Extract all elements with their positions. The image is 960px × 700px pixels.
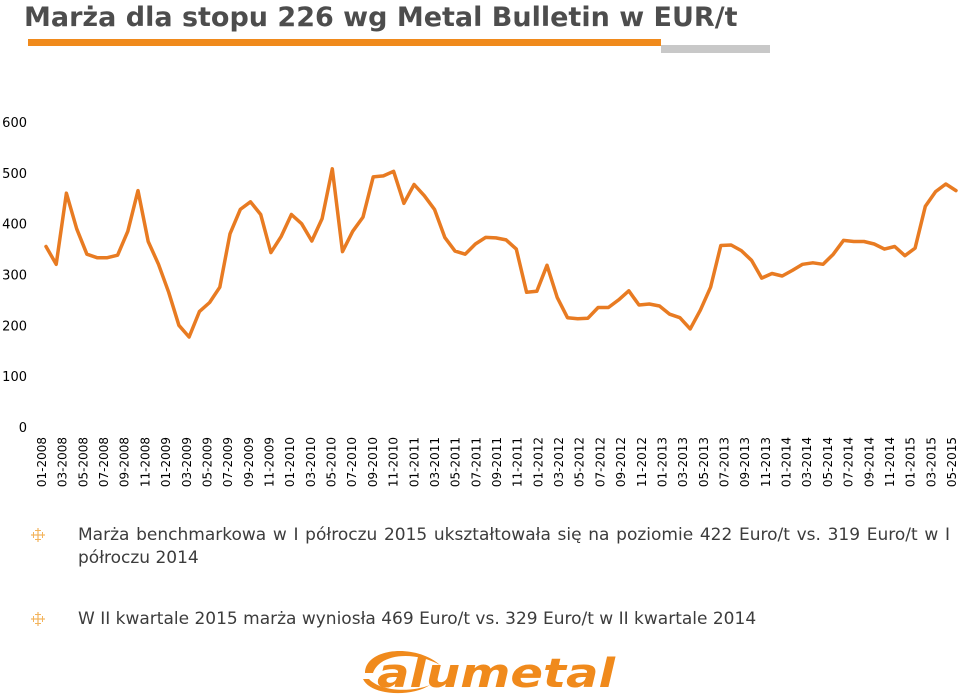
bullet-cross-icon (31, 528, 45, 542)
margin-line-chart: 0 100 200 300 400 500 600 01-2008 03-2008 05-200… (2, 116, 959, 487)
y-tick-label: 0 (19, 421, 27, 436)
alumetal-logo: alumetal (363, 651, 617, 697)
x-tick-label: 05-2014 (821, 437, 835, 487)
bullet-cross-icon (31, 612, 45, 626)
x-tick-label: 05-2008 (76, 437, 90, 487)
x-tick-label: 03-2013 (676, 437, 690, 487)
x-tick-label: 07-2010 (345, 437, 359, 487)
y-tick-label: 600 (2, 116, 27, 131)
x-tick-label: 03-2015 (924, 437, 938, 487)
x-tick-label: 03-2012 (552, 437, 566, 487)
x-tick-label: 11-2011 (511, 437, 525, 487)
x-tick-label: 11-2014 (883, 437, 897, 487)
y-tick-label: 300 (2, 269, 27, 284)
x-tick-label: 03-2010 (304, 437, 318, 487)
x-tick-label: 07-2012 (593, 437, 607, 487)
bullet-item-q2: W II kwartale 2015 marża wyniosła 469 Eu… (30, 608, 950, 631)
x-tick-label: 01-2013 (656, 437, 670, 487)
x-tick-label: 01-2009 (159, 437, 173, 487)
x-tick-label: 05-2009 (201, 437, 215, 487)
x-tick-label: 09-2008 (118, 437, 132, 487)
x-tick-label: 11-2012 (635, 437, 649, 487)
x-tick-label: 05-2012 (573, 437, 587, 487)
bullet-text: W II kwartale 2015 marża wyniosła 469 Eu… (78, 609, 757, 629)
x-tick-label: 11-2008 (138, 437, 152, 487)
x-tick-label: 03-2009 (180, 437, 194, 487)
x-tick-label: 09-2011 (490, 437, 504, 487)
x-tick-label: 01-2010 (283, 437, 297, 487)
x-tick-label: 01-2008 (35, 437, 49, 487)
x-tick-label: 09-2013 (738, 437, 752, 487)
y-tick-label: 500 (2, 167, 27, 182)
x-tick-label: 09-2012 (614, 437, 628, 487)
x-tick-label: 01-2011 (407, 437, 421, 487)
x-axis: 01-2008 03-2008 05-2008 07-2008 09-2008 11-20… (35, 437, 959, 487)
logo-text: alumetal (377, 651, 617, 697)
y-tick-label: 200 (2, 319, 27, 334)
x-tick-label: 07-2008 (97, 437, 111, 487)
x-tick-label: 11-2009 (263, 437, 277, 487)
y-axis: 0 100 200 300 400 500 600 (2, 116, 27, 436)
x-tick-label: 01-2012 (531, 437, 545, 487)
x-tick-label: 11-2010 (387, 437, 401, 487)
x-tick-label: 07-2011 (469, 437, 483, 487)
title-underline-gray (661, 45, 770, 53)
x-tick-label: 07-2014 (842, 437, 856, 487)
page-title: Marża dla stopu 226 wg Metal Bulletin w … (24, 2, 738, 33)
x-tick-label: 01-2014 (780, 437, 794, 487)
series-line (44, 167, 958, 339)
x-tick-label: 09-2010 (366, 437, 380, 487)
bullet-item-h1: Marża benchmarkowa w I półroczu 2015 uks… (30, 524, 950, 570)
x-tick-label: 07-2009 (221, 437, 235, 487)
y-tick-label: 100 (2, 370, 27, 385)
x-tick-label: 05-2011 (449, 437, 463, 487)
x-tick-label: 09-2014 (862, 437, 876, 487)
bullet-text: Marża benchmarkowa w I półroczu 2015 uks… (78, 525, 950, 568)
x-tick-label: 03-2011 (428, 437, 442, 487)
y-tick-label: 400 (2, 218, 27, 233)
title-underline-orange (28, 39, 661, 46)
x-tick-label: 11-2013 (759, 437, 773, 487)
x-tick-label: 05-2010 (325, 437, 339, 487)
x-tick-label: 05-2013 (697, 437, 711, 487)
x-tick-label: 09-2009 (242, 437, 256, 487)
x-tick-label: 03-2008 (56, 437, 70, 487)
x-tick-label: 07-2013 (718, 437, 732, 487)
x-tick-label: 05-2015 (945, 437, 959, 487)
x-tick-label: 01-2015 (904, 437, 918, 487)
x-tick-label: 03-2014 (800, 437, 814, 487)
